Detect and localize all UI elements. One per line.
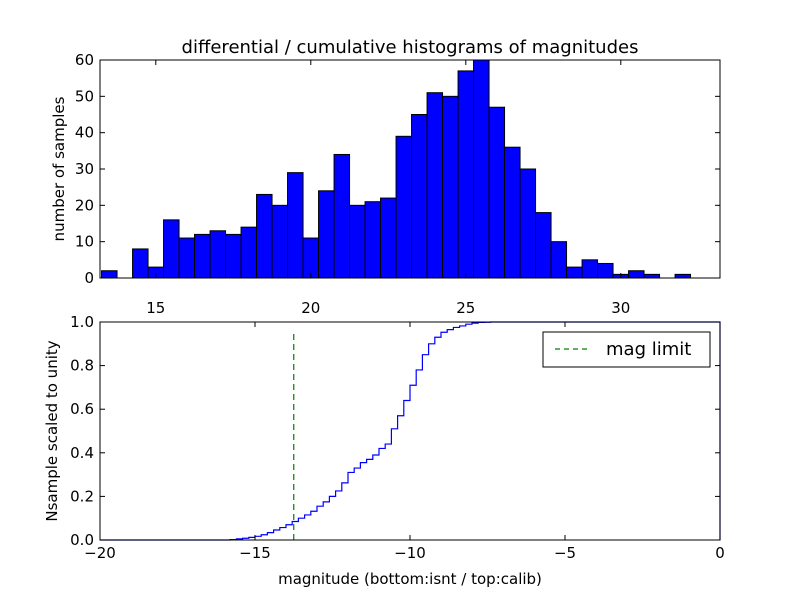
cumulative-chart: −20 −15 −10 −5 0 0.0 0.2 0.4 0.6 0.8 1.0 Nsample … bbox=[43, 313, 725, 588]
histogram-bar bbox=[318, 190, 335, 279]
histogram-y-tick-label: 40 bbox=[75, 124, 94, 142]
histogram-bar bbox=[178, 237, 196, 279]
histogram-bar bbox=[287, 172, 304, 279]
histogram-bar bbox=[380, 197, 397, 279]
histogram-x-tick-label: 25 bbox=[456, 299, 475, 317]
histogram-bar bbox=[674, 273, 692, 279]
chart-title: differential / cumulative histograms of … bbox=[182, 37, 639, 58]
histogram-x-tick-label: 20 bbox=[301, 299, 320, 317]
cumulative-y-tick-label: 0.4 bbox=[70, 444, 94, 462]
histogram-bar bbox=[473, 59, 490, 279]
histogram-bar bbox=[550, 241, 568, 279]
cumulative-y-tick-label: 0.6 bbox=[70, 400, 94, 418]
histogram-bar bbox=[132, 248, 149, 279]
cumulative-y-tick-label: 0.0 bbox=[70, 531, 94, 549]
histogram-bar bbox=[209, 230, 227, 279]
histogram-bar bbox=[488, 106, 506, 279]
cumulative-x-tick-label: −15 bbox=[239, 544, 271, 562]
histogram-bar bbox=[581, 259, 599, 279]
histogram-bar bbox=[504, 146, 521, 279]
histogram-bar bbox=[364, 201, 382, 279]
cumulative-lines bbox=[100, 321, 721, 541]
histogram-bar bbox=[256, 193, 273, 279]
legend-entry-mag-limit: mag limit bbox=[606, 339, 691, 360]
histogram-bar bbox=[519, 168, 537, 279]
histogram-bar bbox=[194, 233, 211, 279]
histogram-bar bbox=[302, 237, 320, 279]
histogram-chart: differential / cumulative histograms of … bbox=[50, 37, 721, 317]
cumulative-x-ticks: −20 −15 −10 −5 0 bbox=[84, 322, 725, 562]
histogram-x-tick-label: 15 bbox=[146, 299, 165, 317]
histogram-y-tick-label: 30 bbox=[75, 160, 94, 178]
cumulative-y-tick-label: 0.8 bbox=[70, 357, 94, 375]
histogram-bar bbox=[566, 266, 583, 279]
histogram-y-tick-label: 10 bbox=[75, 233, 94, 251]
cumulative-x-axis-label: magnitude (bottom:isnt / top:calib) bbox=[278, 570, 542, 588]
histogram-bar bbox=[395, 135, 413, 279]
histogram-bar bbox=[411, 114, 428, 279]
histogram-bar bbox=[457, 70, 475, 279]
histogram-bar bbox=[225, 233, 242, 279]
cumulative-x-tick-label: 0 bbox=[715, 544, 725, 562]
histogram-y-tick-label: 20 bbox=[75, 196, 94, 214]
histogram-bar bbox=[101, 270, 118, 279]
cumulative-y-tick-label: 0.2 bbox=[70, 487, 94, 505]
histogram-bar bbox=[628, 270, 645, 279]
histogram-x-ticks: 15 20 25 30 bbox=[146, 60, 630, 317]
cumulative-y-axis-label: Nsample scaled to unity bbox=[43, 340, 61, 521]
cumulative-x-tick-label: −10 bbox=[394, 544, 426, 562]
histogram-bar bbox=[535, 212, 552, 279]
histogram-bar bbox=[597, 262, 614, 279]
histogram-bar bbox=[240, 226, 258, 279]
histogram-y-ticks: 0 10 20 30 40 50 60 bbox=[75, 51, 720, 287]
cumulative-step-line bbox=[100, 321, 721, 541]
histogram-y-tick-label: 50 bbox=[75, 87, 94, 105]
histogram-bar bbox=[643, 273, 661, 279]
cumulative-x-tick-label: −20 bbox=[84, 544, 116, 562]
histogram-bar bbox=[271, 204, 289, 279]
legend: mag limit bbox=[542, 331, 711, 368]
cumulative-y-tick-label: 1.0 bbox=[70, 313, 94, 331]
cumulative-y-ticks: 0.0 0.2 0.4 0.6 0.8 1.0 bbox=[70, 313, 720, 549]
histogram-bar bbox=[333, 153, 351, 279]
histogram-bar bbox=[349, 204, 366, 279]
histogram-bar bbox=[426, 92, 444, 279]
histogram-x-tick-label: 30 bbox=[611, 299, 630, 317]
legend-box bbox=[542, 331, 711, 368]
histogram-y-axis-label: number of samples bbox=[50, 96, 68, 241]
cumulative-x-tick-label: −5 bbox=[554, 544, 576, 562]
histogram-y-tick-label: 0 bbox=[84, 269, 94, 287]
histogram-bar bbox=[442, 95, 459, 279]
histogram-bar bbox=[163, 219, 180, 279]
histogram-y-tick-label: 60 bbox=[75, 51, 94, 69]
